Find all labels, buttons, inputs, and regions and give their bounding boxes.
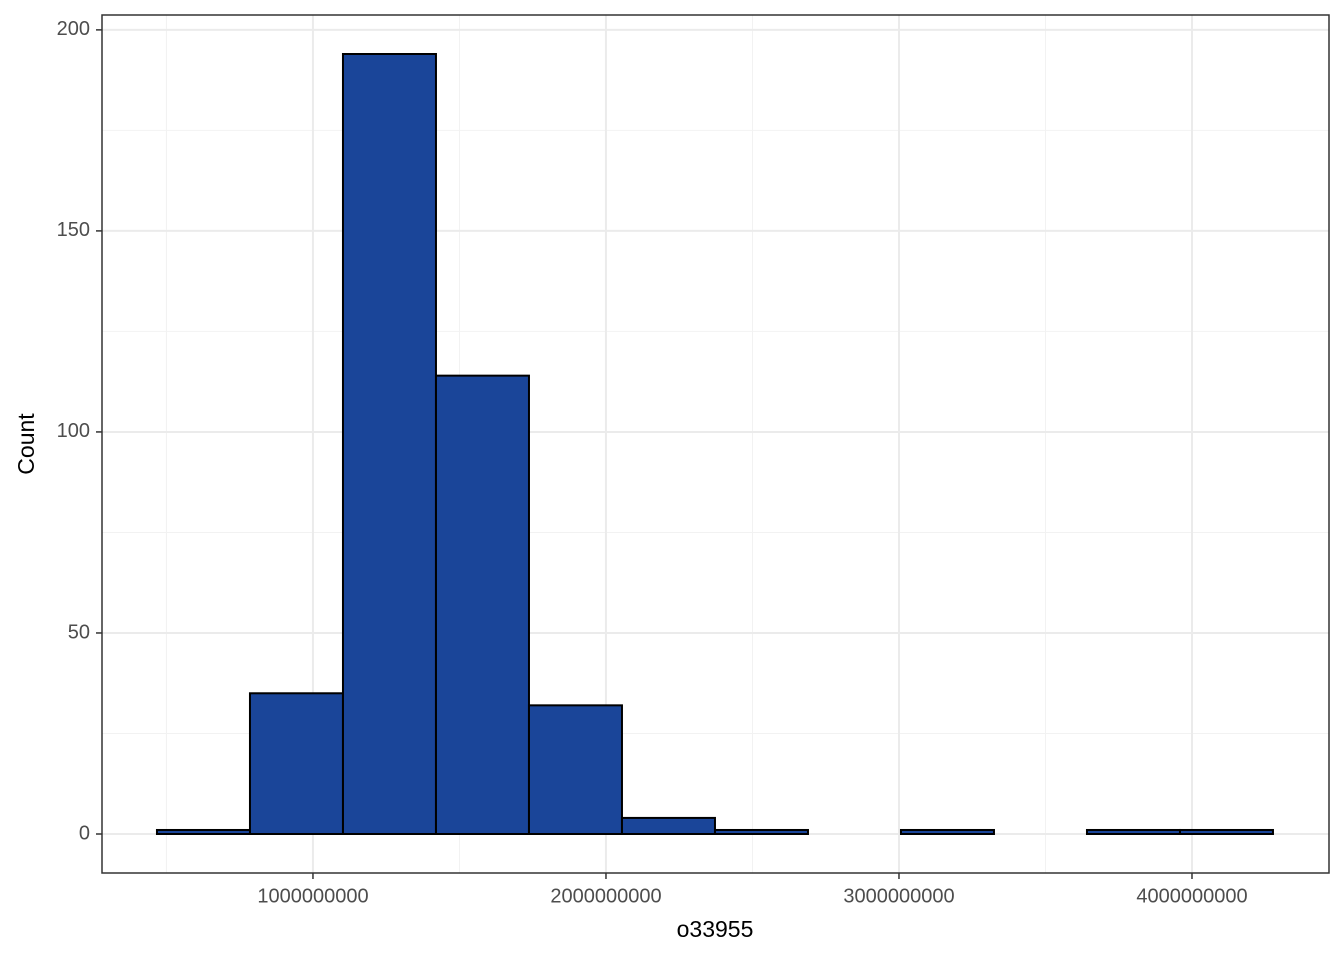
y-tick-label: 150 [57, 219, 90, 241]
bar [434, 374, 530, 835]
bar [1178, 828, 1274, 835]
bar [527, 704, 623, 835]
bar [341, 53, 437, 835]
x-tick-label: 3000000000 [843, 885, 954, 907]
bar [899, 828, 995, 835]
y-tick-label: 100 [57, 420, 90, 442]
x-axis-title: o33955 [677, 916, 754, 942]
panel-border [101, 14, 1330, 874]
y-axis-title: Count [13, 413, 39, 475]
y-tick-label: 0 [79, 822, 90, 844]
bar [248, 692, 344, 835]
x-tick-label: 2000000000 [550, 885, 661, 907]
bar [620, 816, 716, 836]
y-tick-label: 50 [68, 621, 90, 643]
bar [1085, 828, 1181, 835]
bar [713, 828, 809, 835]
x-tick-label: 4000000000 [1136, 885, 1247, 907]
x-tick-label: 1000000000 [257, 885, 368, 907]
y-tick-label: 200 [57, 18, 90, 40]
bar [155, 828, 251, 835]
